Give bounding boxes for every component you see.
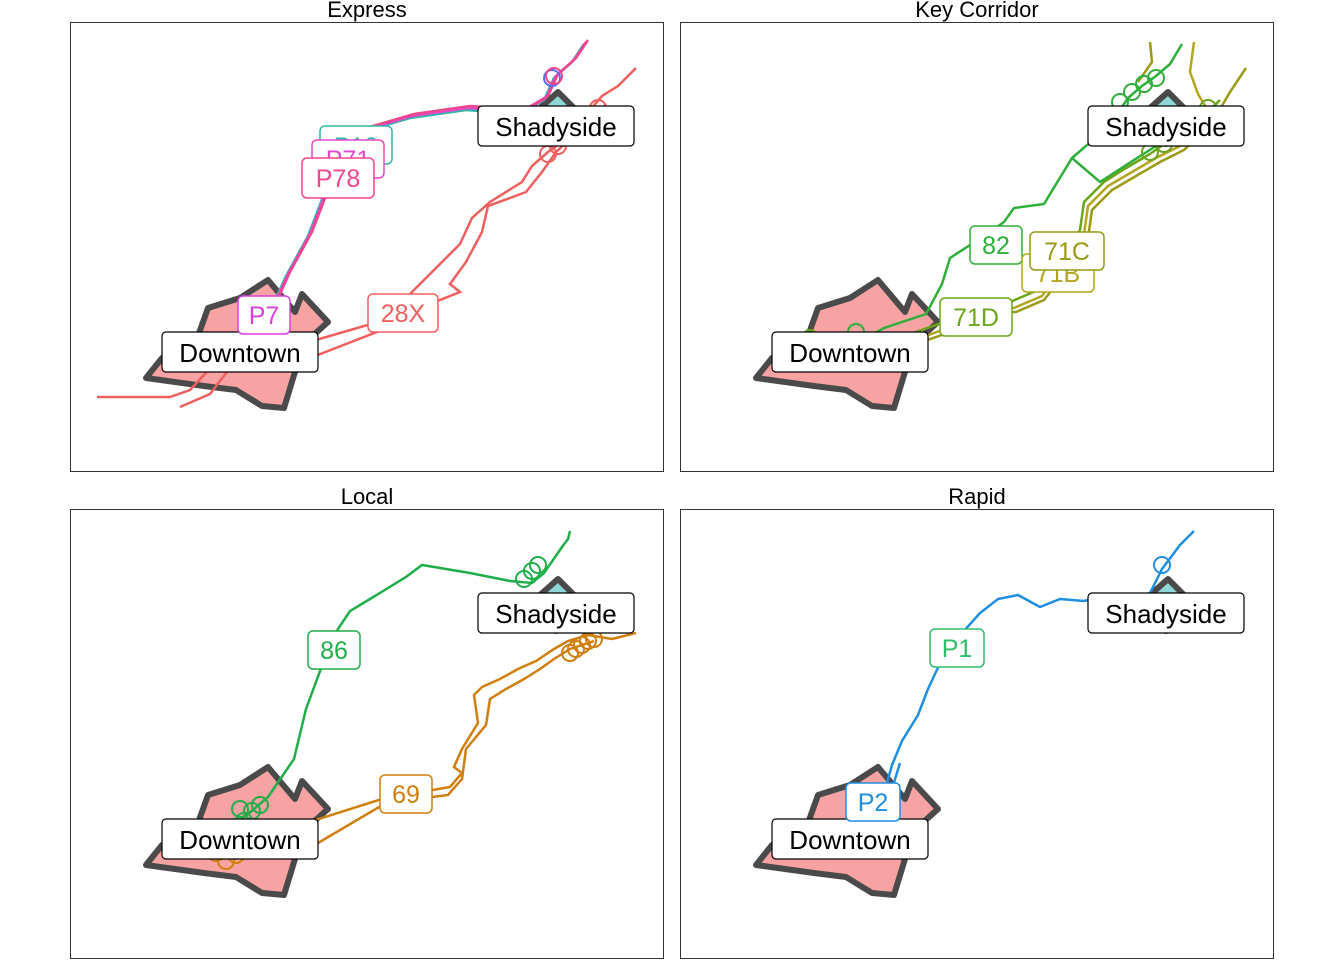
svg-text:Shadyside: Shadyside <box>495 599 616 629</box>
panel-rapid: Rapid Downtown Shadyside P1 P2 <box>680 485 1274 959</box>
svg-text:28X: 28X <box>381 300 426 328</box>
panel-key-corridor: Key Corridor <box>680 0 1274 472</box>
svg-text:71C: 71C <box>1044 238 1090 266</box>
label-downtown: Downtown <box>161 818 319 860</box>
label-downtown: Downtown <box>771 331 929 373</box>
route-label-71d: 71D <box>939 297 1013 337</box>
panel-title: Local <box>340 484 394 509</box>
label-shadyside: Shadyside <box>477 105 635 147</box>
label-downtown: Downtown <box>771 818 929 860</box>
panel-frame <box>680 22 1274 472</box>
panel-frame <box>70 22 664 472</box>
svg-text:Shadyside: Shadyside <box>1105 112 1226 142</box>
svg-text:P2: P2 <box>858 789 889 817</box>
panel-title: Rapid <box>948 484 1006 509</box>
panel-express: Express <box>70 0 664 472</box>
route-line-86 <box>229 530 572 830</box>
svg-text:86: 86 <box>320 637 348 665</box>
panel-frame <box>680 509 1274 959</box>
route-line-82 <box>839 43 1184 354</box>
route-label-71c: 71C <box>1029 231 1105 271</box>
label-shadyside: Shadyside <box>477 592 635 634</box>
route-label-p1: P1 <box>929 628 985 668</box>
svg-text:69: 69 <box>392 781 420 809</box>
panel-local: Local <box>70 485 664 959</box>
map-express: Downtown Shadyside P10 P71 P78 28X P7 <box>97 39 637 411</box>
svg-text:P78: P78 <box>316 165 360 193</box>
route-label-69: 69 <box>379 774 433 814</box>
panel-title: Express <box>327 0 407 22</box>
panel-frame <box>70 509 664 959</box>
route-label-86: 86 <box>307 630 361 670</box>
panel-title: Key Corridor <box>915 0 1039 22</box>
svg-text:Shadyside: Shadyside <box>1105 599 1226 629</box>
route-label-82: 82 <box>969 225 1023 265</box>
svg-text:Downtown: Downtown <box>789 338 910 368</box>
route-line-69-return <box>219 639 595 861</box>
map-key-corridor: Downtown Shadyside 82 71B 71C 71D <box>753 41 1248 411</box>
label-downtown: Downtown <box>161 331 319 373</box>
svg-text:Downtown: Downtown <box>179 825 300 855</box>
map-local: Downtown Shadyside 86 69 <box>143 530 637 898</box>
svg-text:P7: P7 <box>249 302 280 330</box>
route-label-p7: P7 <box>237 295 291 335</box>
route-label-p2: P2 <box>845 782 901 822</box>
map-rapid: Downtown Shadyside P1 P2 <box>753 530 1245 898</box>
svg-text:P1: P1 <box>942 635 973 663</box>
route-label-p78: P78 <box>301 157 375 199</box>
label-shadyside: Shadyside <box>1087 105 1245 147</box>
route-label-28x: 28X <box>367 293 439 333</box>
svg-text:71D: 71D <box>953 304 999 332</box>
svg-text:Shadyside: Shadyside <box>495 112 616 142</box>
label-shadyside: Shadyside <box>1087 592 1245 634</box>
svg-text:Downtown: Downtown <box>179 338 300 368</box>
svg-text:82: 82 <box>982 232 1010 260</box>
svg-text:Downtown: Downtown <box>789 825 910 855</box>
